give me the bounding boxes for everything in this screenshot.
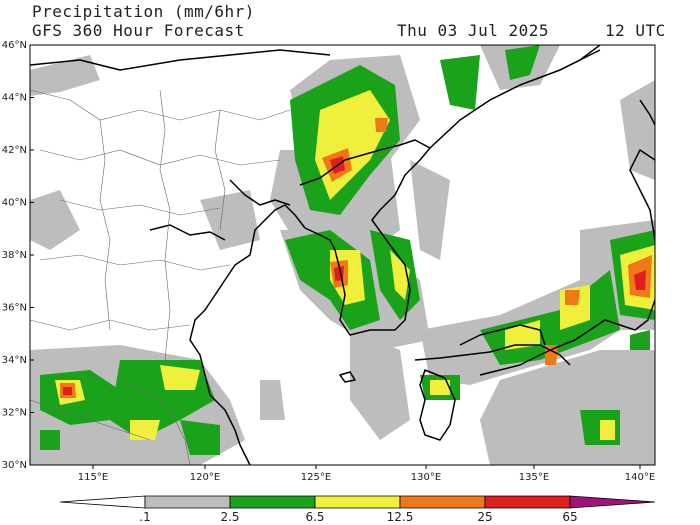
chart-subtitle: GFS 360 Hour Forecast bbox=[32, 21, 245, 40]
colorbar-label-4: 25 bbox=[477, 510, 492, 524]
colorbar-swatch-0 bbox=[59, 495, 146, 509]
colorbar-legend: .1 2.5 6.5 12.5 25 65 bbox=[59, 495, 656, 524]
colorbar-swatch-6 bbox=[569, 495, 656, 509]
colorbar-swatch-3 bbox=[314, 495, 401, 509]
colorbar-label-2: 6.5 bbox=[305, 510, 324, 524]
colorbar-swatch-2 bbox=[229, 495, 316, 509]
lat-label-46: 46°N bbox=[2, 40, 27, 51]
lon-label-140: 140°E bbox=[625, 472, 655, 483]
lat-label-30: 30°N bbox=[2, 460, 27, 471]
lat-label-34: 34°N bbox=[2, 355, 27, 366]
lon-label-125: 125°E bbox=[301, 472, 331, 483]
lat-axis: 46°N 44°N 42°N 40°N 38°N 36°N 34°N 32°N … bbox=[2, 40, 34, 471]
lon-axis: 115°E 120°E 125°E 130°E 135°E 140°E bbox=[78, 465, 655, 483]
lat-label-32: 32°N bbox=[2, 408, 27, 419]
lat-label-38: 38°N bbox=[2, 250, 27, 261]
colorbar-label-1: 2.5 bbox=[220, 510, 239, 524]
lon-label-120: 120°E bbox=[190, 472, 220, 483]
lon-label-135: 135°E bbox=[519, 472, 549, 483]
forecast-time: 12 UTC bbox=[605, 21, 666, 40]
lat-label-40: 40°N bbox=[2, 198, 27, 209]
colorbar-label-0: .1 bbox=[139, 510, 150, 524]
lat-label-44: 44°N bbox=[2, 93, 27, 104]
lon-label-115: 115°E bbox=[78, 472, 108, 483]
colorbar-swatch-1 bbox=[144, 495, 231, 509]
lon-label-130: 130°E bbox=[411, 472, 441, 483]
colorbar-label-5: 65 bbox=[562, 510, 577, 524]
colorbar-swatch-4 bbox=[399, 495, 486, 509]
province-borders bbox=[30, 89, 291, 465]
forecast-date: Thu 03 Jul 2025 bbox=[397, 21, 549, 40]
colorbar-swatch-5 bbox=[484, 495, 571, 509]
colorbar-label-3: 12.5 bbox=[387, 510, 414, 524]
lat-label-36: 36°N bbox=[2, 303, 27, 314]
chart-title: Precipitation (mm/6hr) bbox=[32, 2, 255, 21]
lat-label-42: 42°N bbox=[2, 145, 27, 156]
map-content bbox=[30, 45, 655, 465]
coastlines bbox=[30, 45, 655, 465]
